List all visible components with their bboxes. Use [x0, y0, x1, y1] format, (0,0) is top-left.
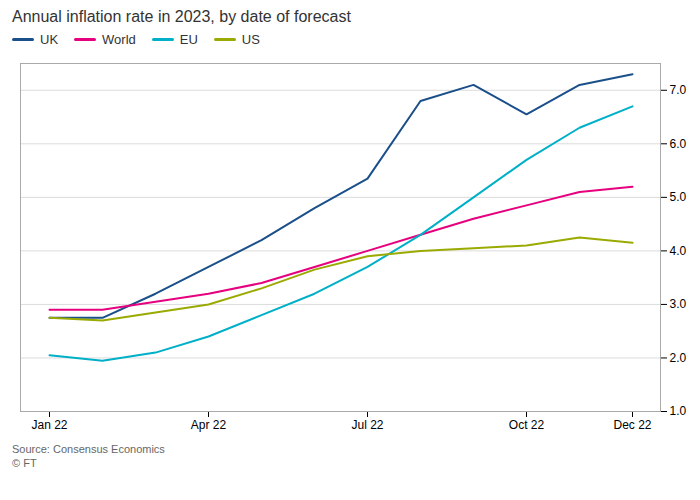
- svg-text:1.0: 1.0: [670, 404, 687, 418]
- html-text:© FT: © FT: [12, 457, 37, 469]
- svg-text:6.0: 6.0: [670, 137, 687, 151]
- html-text:US: US: [241, 32, 260, 47]
- svg-text:5.0: 5.0: [670, 190, 687, 204]
- svg-text:7.0: 7.0: [670, 83, 687, 97]
- svg-text:Jan 22: Jan 22: [31, 418, 67, 432]
- html-text:EU: EU: [179, 32, 198, 47]
- html-text:World: World: [102, 32, 136, 47]
- svg-text:4.0: 4.0: [670, 244, 687, 258]
- svg-text:Apr 22: Apr 22: [191, 418, 227, 432]
- svg-text:Jul 22: Jul 22: [351, 418, 383, 432]
- svg-text:Dec 22: Dec 22: [613, 418, 651, 432]
- svg-text:2.0: 2.0: [670, 351, 687, 365]
- html-text:UK: UK: [40, 32, 59, 47]
- html-text:Source: Consensus Economics: Source: Consensus Economics: [12, 443, 165, 455]
- html-text:Annual inflation rate in 2023,: Annual inflation rate in 2023, by date o…: [12, 8, 351, 25]
- svg-text:Oct 22: Oct 22: [509, 418, 545, 432]
- svg-text:3.0: 3.0: [670, 297, 687, 311]
